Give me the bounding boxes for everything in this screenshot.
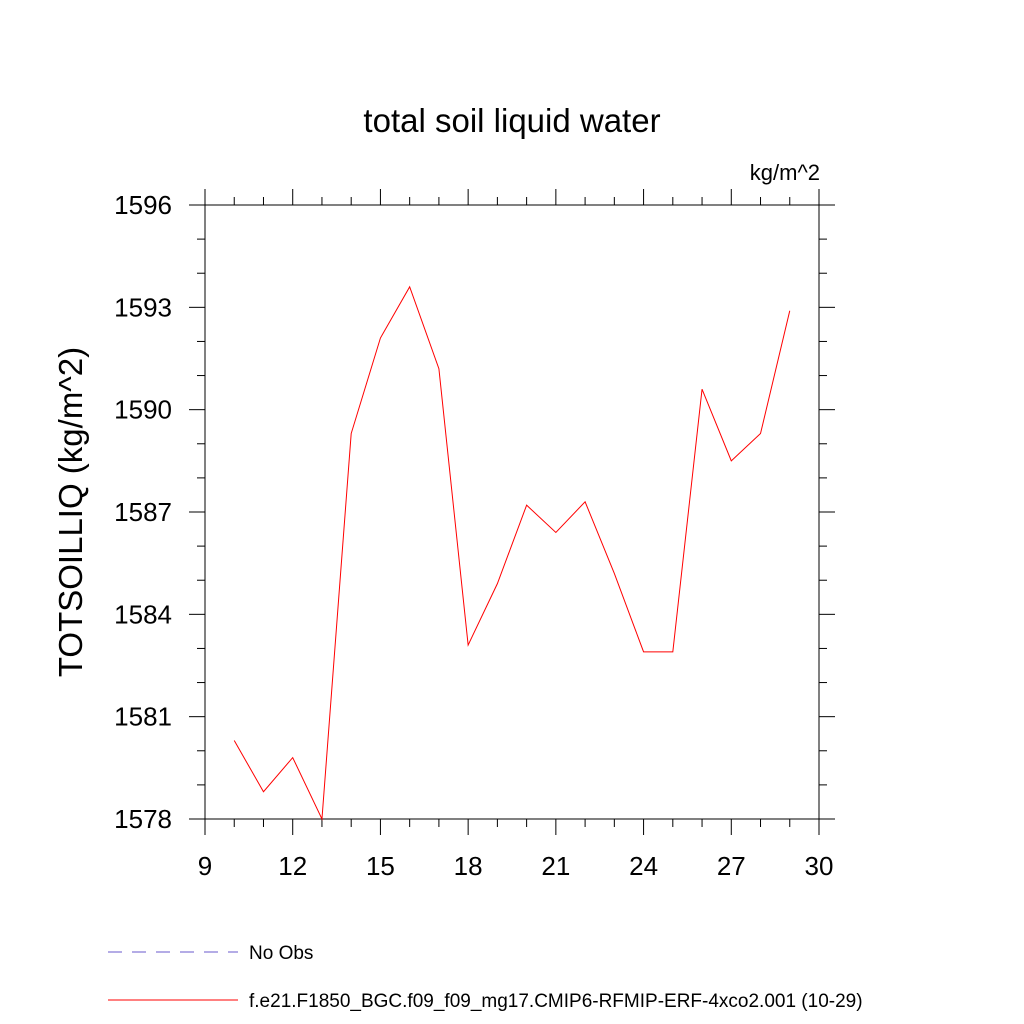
- x-tick-label: 15: [366, 851, 395, 881]
- x-tick-label: 12: [278, 851, 307, 881]
- x-tick-label: 9: [198, 851, 212, 881]
- series-line-1: [233, 285, 791, 821]
- axis-tick-labels: 9 12 15 18 21 24 27 30 1578 1581 1584 1587 1590 1593 1…: [114, 190, 833, 881]
- y-tick-label: 1581: [114, 702, 172, 732]
- chart-title: total soil liquid water: [363, 102, 660, 139]
- series-lines: [233, 285, 791, 821]
- legend-label-1: f.e21.F1850_BGC.f09_f09_mg17.CMIP6-RFMIP…: [249, 991, 863, 1012]
- plot-frame: [204, 204, 820, 820]
- x-tick-label: 18: [454, 851, 483, 881]
- x-tick-label: 21: [541, 851, 570, 881]
- y-tick-label: 1596: [114, 190, 172, 220]
- y-tick-label: 1578: [114, 804, 172, 834]
- y-tick-label: 1587: [114, 497, 172, 527]
- axis-ticks: [189, 189, 835, 835]
- x-tick-label: 24: [629, 851, 658, 881]
- x-tick-label: 27: [717, 851, 746, 881]
- legend-label-0: No Obs: [249, 943, 313, 964]
- y-axis-label: TOTSOILLIQ (kg/m^2): [52, 347, 89, 677]
- y-tick-label: 1584: [114, 599, 172, 629]
- legend: No Obs f.e21.F1850_BGC.f09_f09_mg17.CMIP6…: [108, 943, 863, 1012]
- x-tick-label: 30: [805, 851, 834, 881]
- units-label: kg/m^2: [750, 160, 820, 185]
- y-tick-label: 1590: [114, 395, 172, 425]
- y-tick-label: 1593: [114, 292, 172, 322]
